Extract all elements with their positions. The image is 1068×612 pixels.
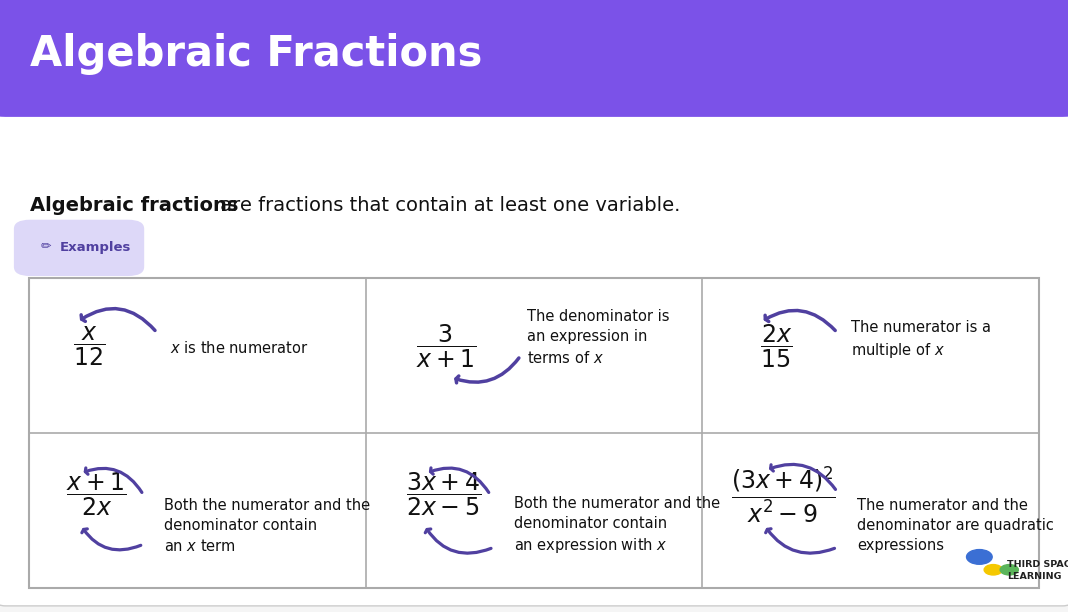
Text: THIRD SPACE
LEARNING: THIRD SPACE LEARNING <box>1007 560 1068 581</box>
Circle shape <box>1001 564 1019 575</box>
Circle shape <box>967 550 992 564</box>
Text: $\dfrac{x+1}{2x}$: $\dfrac{x+1}{2x}$ <box>66 471 126 518</box>
FancyBboxPatch shape <box>0 108 1068 606</box>
Text: The numerator is a
multiple of $x$: The numerator is a multiple of $x$ <box>850 320 990 360</box>
Text: $x$ is the numerator: $x$ is the numerator <box>170 340 309 356</box>
Text: Algebraic Fractions: Algebraic Fractions <box>30 34 483 75</box>
Text: $\dfrac{(3x+4)^{2}}{x^{2}-9}$: $\dfrac{(3x+4)^{2}}{x^{2}-9}$ <box>731 465 835 525</box>
Text: $\dfrac{3x+4}{2x-5}$: $\dfrac{3x+4}{2x-5}$ <box>406 471 481 518</box>
Text: The numerator and the
denominator are quadratic
expressions: The numerator and the denominator are qu… <box>858 498 1054 553</box>
Text: Both the numerator and the
denominator contain
an expression with $x$: Both the numerator and the denominator c… <box>514 496 720 556</box>
Text: are fractions that contain at least one variable.: are fractions that contain at least one … <box>214 195 680 215</box>
Text: ✏: ✏ <box>41 240 51 253</box>
Circle shape <box>985 564 1002 575</box>
Text: Algebraic fractions: Algebraic fractions <box>30 195 238 215</box>
Text: The denominator is
an expression in
terms of $x$: The denominator is an expression in term… <box>528 308 670 366</box>
Text: $\dfrac{3}{x+1}$: $\dfrac{3}{x+1}$ <box>417 323 476 370</box>
Text: Examples: Examples <box>60 241 131 255</box>
FancyBboxPatch shape <box>0 0 1068 117</box>
Text: Both the numerator and the
denominator contain
an $x$ term: Both the numerator and the denominator c… <box>163 498 370 554</box>
Text: $\dfrac{x}{12}$: $\dfrac{x}{12}$ <box>74 325 106 368</box>
Bar <box>29 278 1039 588</box>
FancyBboxPatch shape <box>14 220 144 276</box>
Text: $\dfrac{2x}{15}$: $\dfrac{2x}{15}$ <box>760 323 792 370</box>
